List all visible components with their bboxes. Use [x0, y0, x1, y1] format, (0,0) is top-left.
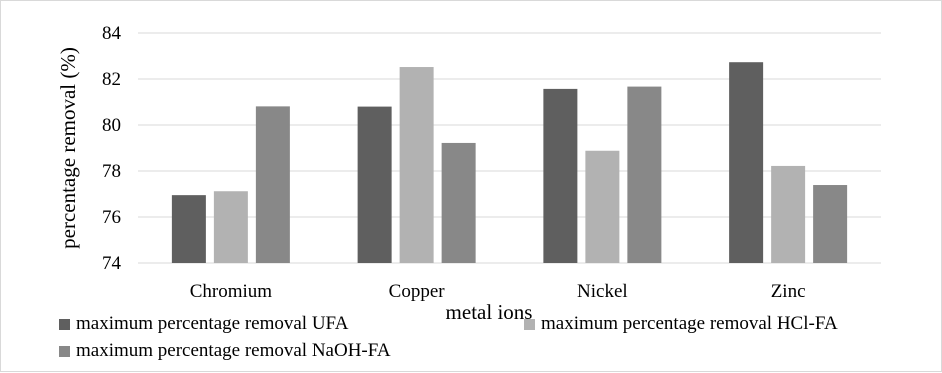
bar-zinc-series-2 — [771, 165, 806, 263]
legend-label: maximum percentage removal NaOH-FA — [76, 340, 391, 361]
bar-chromium-series-3 — [255, 106, 290, 264]
category-label: Zinc — [771, 281, 806, 302]
y-tick-label: 82 — [102, 69, 121, 90]
y-axis-title: percentage removal (%) — [56, 47, 80, 249]
category-labels: Chromium Copper Nickel Zinc — [190, 281, 806, 302]
category-label: Nickel — [577, 281, 628, 302]
bar-chromium-series-2 — [213, 191, 248, 263]
y-tick-label: 78 — [102, 161, 121, 182]
legend-label: maximum percentage removal UFA — [76, 313, 349, 334]
bar-zinc-series-3 — [813, 185, 848, 263]
bar-zinc-series-1 — [729, 62, 764, 264]
legend: maximum percentage removal UFA maximum pe… — [59, 313, 838, 361]
bar-copper-series-2 — [399, 67, 434, 263]
bar-nickel-series-1 — [543, 88, 578, 263]
category-label: Chromium — [190, 281, 273, 302]
y-tick-label: 76 — [102, 207, 121, 228]
legend-label: maximum percentage removal HCl-FA — [541, 313, 838, 334]
y-tick-label: 80 — [102, 115, 121, 136]
legend-swatch — [524, 319, 535, 330]
y-tick-label: 84 — [102, 23, 122, 44]
bar-copper-series-1 — [357, 106, 392, 263]
legend-swatch — [59, 346, 70, 357]
bars — [171, 62, 848, 264]
x-axis-title: metal ions — [446, 300, 533, 324]
bar-chromium-series-1 — [171, 195, 206, 263]
legend-swatch — [59, 319, 70, 330]
gridlines — [138, 32, 881, 264]
bar-nickel-series-3 — [627, 86, 662, 263]
y-tick-label: 74 — [102, 253, 122, 274]
y-tick-labels: 74 76 78 80 82 84 — [102, 23, 122, 274]
category-label: Copper — [389, 281, 446, 302]
bar-copper-series-3 — [441, 142, 476, 263]
bar-nickel-series-2 — [585, 150, 620, 263]
